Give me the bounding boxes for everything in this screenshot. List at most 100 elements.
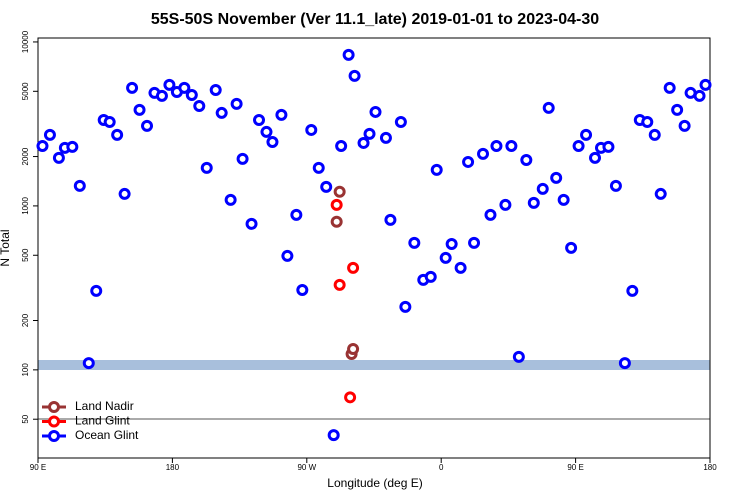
point [209, 83, 222, 96]
point [671, 103, 684, 116]
point [36, 139, 49, 152]
point [663, 81, 676, 94]
point [215, 106, 228, 119]
point [430, 163, 443, 176]
point [536, 182, 549, 195]
point [369, 105, 382, 118]
band [38, 360, 710, 370]
point [253, 113, 266, 126]
point [312, 161, 325, 174]
y-tick-label: 2000 [21, 147, 30, 165]
point [118, 187, 131, 200]
point [333, 185, 346, 198]
point [445, 237, 458, 250]
point [245, 217, 258, 230]
point [699, 78, 712, 91]
point [296, 283, 309, 296]
point [163, 78, 176, 91]
y-tick-label: 1000 [21, 196, 30, 214]
point [678, 119, 691, 132]
point [327, 429, 340, 442]
point [133, 103, 146, 116]
point [454, 261, 467, 274]
point [602, 140, 615, 153]
point [342, 48, 355, 61]
point [484, 208, 497, 221]
point [490, 139, 503, 152]
point [505, 139, 518, 152]
point [424, 270, 437, 283]
point [224, 193, 237, 206]
legend-label: Land Glint [75, 414, 130, 428]
point [266, 135, 279, 148]
point [394, 115, 407, 128]
point [155, 89, 168, 102]
point [185, 88, 198, 101]
legend-marker [48, 415, 60, 428]
point [399, 300, 412, 313]
point [589, 151, 602, 164]
point [542, 101, 555, 114]
point [333, 278, 346, 291]
point [200, 161, 213, 174]
point [654, 187, 667, 200]
point [439, 251, 452, 264]
y-tick-label: 50 [21, 414, 30, 423]
point [236, 152, 249, 165]
point [141, 119, 154, 132]
legend-label: Land Nadir [75, 399, 134, 413]
point [52, 151, 65, 164]
y-tick-label: 500 [21, 248, 30, 262]
y-tick-label: 5000 [21, 82, 30, 100]
y-tick-label: 10000 [21, 30, 30, 53]
point [477, 147, 490, 160]
y-tick-label: 100 [21, 363, 30, 377]
x-tick-label: 90 W [297, 463, 316, 472]
point [641, 115, 654, 128]
point [82, 357, 95, 370]
point [260, 125, 273, 138]
point [344, 391, 357, 404]
x-tick-label: 180 [703, 463, 717, 472]
point [693, 89, 706, 102]
point [230, 97, 243, 110]
point [557, 193, 570, 206]
point [462, 155, 475, 168]
point [90, 284, 103, 297]
x-tick-label: 90 E [30, 463, 46, 472]
point [408, 236, 421, 249]
point [103, 115, 116, 128]
point [178, 81, 191, 94]
point [275, 108, 288, 121]
legend-marker [48, 430, 60, 442]
y-tick-label: 200 [21, 313, 30, 327]
point [550, 171, 563, 184]
x-tick-label: 90 E [567, 463, 583, 472]
point [499, 198, 512, 211]
point [357, 136, 370, 149]
point [281, 249, 294, 262]
point [66, 140, 79, 153]
point [520, 153, 533, 166]
point [305, 123, 318, 136]
point [572, 139, 585, 152]
point [347, 261, 360, 274]
point [290, 208, 303, 221]
y-axis-label: N Total [0, 229, 12, 266]
point [193, 99, 206, 112]
point [618, 357, 631, 370]
point [609, 179, 622, 192]
point [320, 180, 333, 193]
point [348, 69, 361, 82]
point [468, 236, 481, 249]
point [379, 131, 392, 144]
point [330, 198, 343, 211]
point [384, 213, 397, 226]
point [580, 128, 593, 141]
chart-title: 55S-50S November (Ver 11.1_late) 2019-01… [151, 11, 599, 28]
point [335, 139, 348, 152]
point [347, 343, 360, 356]
legend-label: Ocean Glint [75, 428, 139, 442]
point [565, 241, 578, 254]
